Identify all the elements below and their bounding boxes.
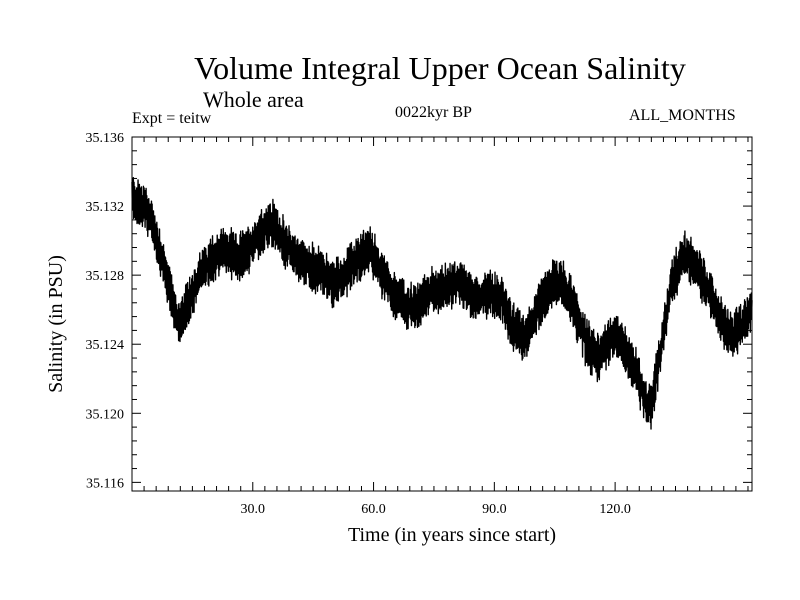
x-tick-label: 120.0 bbox=[599, 502, 631, 517]
plot-frame bbox=[131, 136, 753, 492]
y-axis-title: Salinity (in PSU) bbox=[45, 255, 67, 393]
x-axis-title: Time (in years since start) bbox=[348, 524, 556, 546]
salinity-series-line bbox=[131, 176, 753, 430]
experiment-label: Expt = teitw bbox=[132, 110, 212, 127]
period-label: 0022kyr BP bbox=[395, 104, 472, 121]
months-label: ALL_MONTHS bbox=[629, 107, 736, 124]
y-tick-label: 35.136 bbox=[86, 131, 125, 146]
y-tick-label: 35.128 bbox=[86, 269, 125, 284]
y-tick-label: 35.132 bbox=[86, 200, 125, 215]
y-tick-label: 35.124 bbox=[86, 338, 125, 353]
y-tick-label: 35.120 bbox=[86, 407, 125, 422]
chart-title: Volume Integral Upper Ocean Salinity bbox=[194, 50, 686, 86]
y-tick-label: 35.116 bbox=[86, 476, 124, 491]
x-tick-label: 60.0 bbox=[361, 502, 386, 517]
x-tick-label: 90.0 bbox=[482, 502, 507, 517]
chart-subtitle: Whole area bbox=[203, 87, 304, 112]
x-tick-label: 30.0 bbox=[241, 502, 266, 517]
